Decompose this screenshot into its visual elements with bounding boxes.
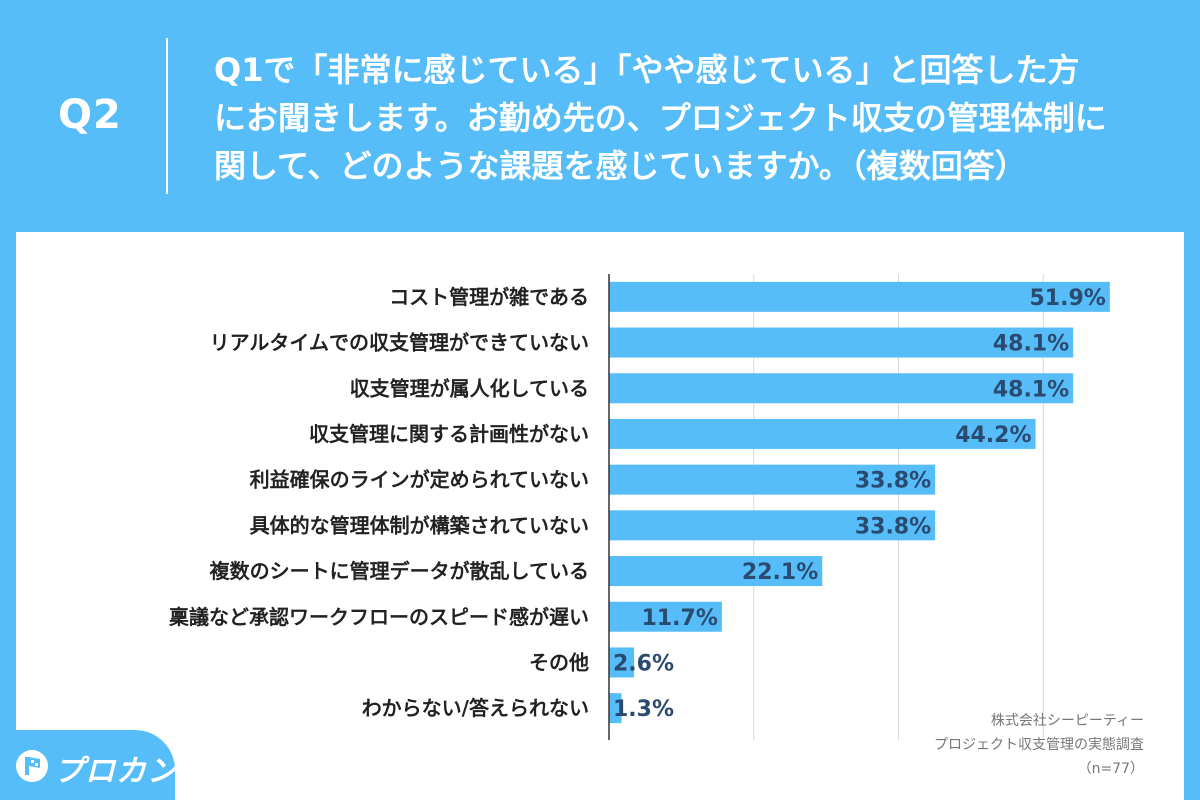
question-line: 関して、どのような課題を感じていますか。（複数回答） [214, 147, 1027, 185]
category-label: コスト管理が雑である [389, 285, 589, 309]
value-label: 2.6% [613, 651, 674, 676]
value-label: 22.1% [742, 560, 818, 585]
value-label: 11.7% [642, 606, 718, 631]
bar [609, 693, 622, 724]
bar [609, 418, 1036, 449]
bar [609, 510, 936, 541]
question-text: Q1で「非常に感じている」「やや感じている」と回答した方 にお聞きします。お勤め… [214, 46, 1174, 190]
bar [609, 647, 635, 678]
value-label: 1.3% [613, 697, 674, 722]
category-label: 具体的な管理体制が構築されていない [250, 513, 589, 537]
value-label: 44.2% [955, 423, 1031, 448]
category-label: 収支管理が属人化している [350, 376, 589, 400]
bar-chart: コスト管理が雑である 51.9% リアルタイムでの収支管理ができていない 48.1% 収… [169, 274, 1110, 740]
question-number: Q2 [58, 92, 122, 138]
source-company: 株式会社シーピーティー [990, 713, 1144, 729]
bar [609, 464, 936, 495]
logo-text: プロカン [54, 754, 178, 789]
question-line: にお聞きします。お勤め先の、プロジェクト収支の管理体制に [214, 99, 1107, 137]
source-survey: プロジェクト収支管理の実態調査 [934, 737, 1144, 753]
bar [609, 327, 1074, 358]
brand-logo: プロカン [0, 730, 178, 800]
category-label: 収支管理に関する計画性がない [309, 422, 589, 446]
chart-panel: コスト管理が雑である 51.9% リアルタイムでの収支管理ができていない 48.1% 収… [16, 232, 1184, 800]
category-label: 利益確保のラインが定められていない [250, 468, 589, 492]
bar [609, 373, 1074, 404]
value-label: 48.1% [993, 332, 1069, 357]
logo-icon [16, 750, 48, 782]
value-label: 33.8% [855, 469, 931, 494]
header-divider [166, 38, 168, 194]
header: Q2 Q1で「非常に感じている」「やや感じている」と回答した方 にお聞きします。… [0, 0, 1200, 232]
category-label: 複数のシートに管理データが散乱している [210, 559, 589, 583]
bar [609, 601, 722, 632]
category-label: 稟議など承認ワークフローのスピード感が遅い [169, 605, 589, 629]
value-label: 33.8% [855, 514, 931, 539]
value-label: 51.9% [1030, 286, 1106, 311]
question-line: Q1で「非常に感じている」「やや感じている」と回答した方 [214, 51, 1080, 89]
bar [609, 556, 823, 587]
source-sample: （n=77） [1077, 761, 1144, 777]
category-label: リアルタイムでの収支管理ができていない [210, 331, 589, 355]
value-label: 48.1% [993, 377, 1069, 402]
bar [609, 281, 1110, 312]
category-label: わからない/答えられない [362, 696, 589, 720]
category-label: その他 [529, 650, 589, 674]
